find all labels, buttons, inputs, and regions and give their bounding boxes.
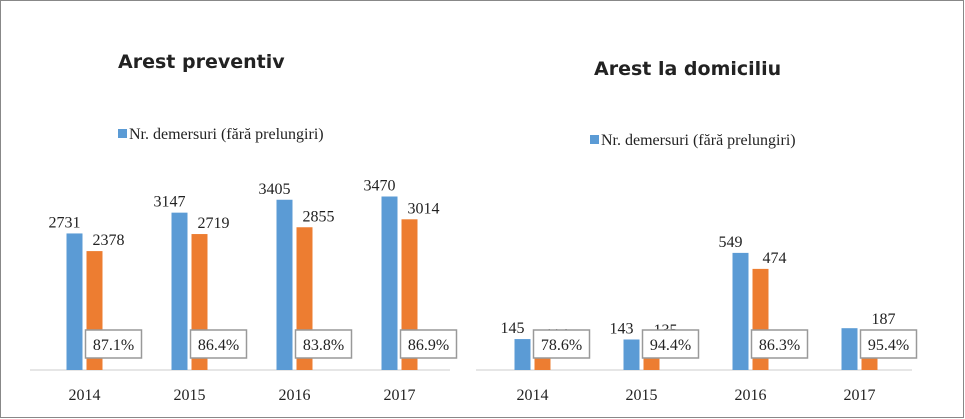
data-label: 2731	[49, 214, 81, 231]
legend-swatch	[118, 129, 127, 138]
data-label: 2378	[93, 232, 125, 249]
bar	[732, 252, 749, 370]
x-tick-label: 2014	[517, 387, 549, 404]
data-label: 3470	[364, 178, 396, 195]
legend-label: Nr. demersuri (fără prelungiri)	[601, 132, 796, 149]
annotation-box	[189, 329, 248, 359]
bar	[171, 212, 188, 370]
annotation-box	[84, 329, 143, 359]
annotation: 95.4%	[868, 337, 909, 354]
annotation-box	[399, 329, 458, 359]
annotation: 94.4%	[650, 337, 691, 354]
annotation: 78.6%	[541, 337, 582, 354]
chart-title: Arest la domiciliu	[594, 58, 781, 80]
x-tick-label: 2016	[279, 387, 311, 404]
annotation: 83.8%	[303, 337, 344, 354]
annotation-box	[294, 329, 353, 359]
data-label: 2719	[198, 215, 230, 232]
x-tick-label: 2014	[69, 387, 101, 404]
bar	[841, 328, 858, 370]
legend-swatch	[590, 135, 599, 144]
annotation-box	[859, 329, 918, 359]
annotation-box	[641, 329, 700, 359]
x-tick-label: 2016	[735, 387, 767, 404]
bar	[276, 199, 293, 370]
x-tick-label: 2017	[384, 387, 416, 404]
data-label: 3405	[259, 181, 291, 198]
annotation: 86.3%	[759, 337, 800, 354]
data-label: 2855	[303, 208, 335, 225]
legend-label: Nr. demersuri (fără prelungiri)	[129, 126, 324, 143]
annotation: 86.9%	[408, 337, 449, 354]
data-label: 187	[872, 311, 896, 328]
bar	[66, 233, 83, 370]
chart-title: Arest preventiv	[118, 51, 285, 73]
x-tick-label: 2017	[844, 387, 876, 404]
bar	[623, 339, 640, 370]
bar	[514, 339, 531, 370]
data-label: 145	[501, 320, 525, 337]
data-label: 474	[763, 250, 787, 267]
annotation-box	[532, 329, 591, 359]
x-tick-label: 2015	[174, 387, 206, 404]
x-tick-label: 2015	[626, 387, 658, 404]
annotation: 87.1%	[93, 337, 134, 354]
annotation-box	[750, 329, 809, 359]
data-label: 3147	[154, 194, 186, 211]
data-label: 549	[719, 234, 743, 251]
data-label: 3014	[408, 200, 440, 217]
bar	[381, 196, 398, 370]
data-label: 143	[610, 320, 634, 337]
annotation: 86.4%	[198, 337, 239, 354]
